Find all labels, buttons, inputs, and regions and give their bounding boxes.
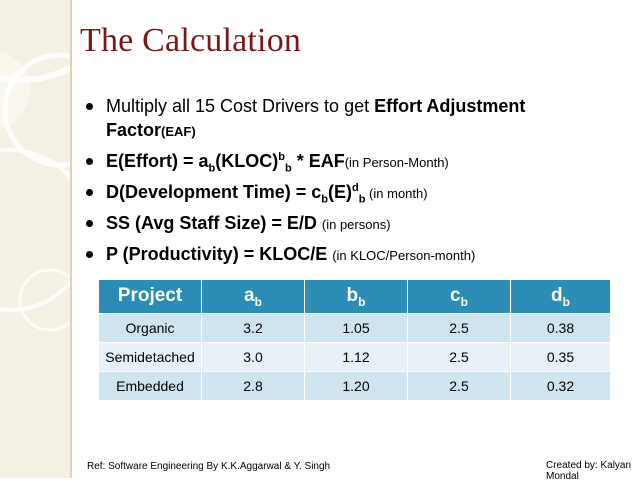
slide-title: The Calculation xyxy=(80,22,302,59)
table-cell: 3.2 xyxy=(201,313,305,343)
table-cell: 2.5 xyxy=(407,342,511,372)
table-cell: 1.05 xyxy=(304,313,408,343)
header-cb: cb xyxy=(407,279,511,314)
table-cell: 1.20 xyxy=(304,371,408,401)
table-cell: 3.0 xyxy=(201,342,305,372)
bullet-development-time-formula: D(Development Time) = cb(E)db (in month) xyxy=(84,180,584,206)
table-cell: 0.32 xyxy=(510,371,611,401)
side-divider xyxy=(70,0,72,478)
table-cell: 2.5 xyxy=(407,313,511,343)
bullet-staff-size-formula: SS (Avg Staff Size) = E/D (in persons) xyxy=(84,211,584,237)
table-cell: 2.8 xyxy=(201,371,305,401)
header-bb: bb xyxy=(304,279,408,314)
table-header-row: Project ab bb cb db xyxy=(98,279,611,314)
table-cell: Embedded xyxy=(98,371,202,401)
table-row: Organic 3.2 1.05 2.5 0.38 xyxy=(98,313,611,343)
table-cell: 1.12 xyxy=(304,342,408,372)
table-cell: 0.35 xyxy=(510,342,611,372)
cocomo-coefficients-table: Project ab bb cb db Organic 3.2 1.05 2.5… xyxy=(98,279,611,401)
footer-reference: Ref: Software Engineering By K.K.Aggarwa… xyxy=(87,461,331,472)
table-cell: 0.38 xyxy=(510,313,611,343)
header-db: db xyxy=(510,279,611,314)
decorative-circles-graphic xyxy=(0,51,70,332)
table-cell: Organic xyxy=(98,313,202,343)
decorative-side-panel xyxy=(0,0,70,478)
table-row: Embedded 2.8 1.20 2.5 0.32 xyxy=(98,371,611,401)
table-cell: Semidetached xyxy=(98,342,202,372)
header-project: Project xyxy=(98,279,202,314)
bullet-eaf: Multiply all 15 Cost Drivers to get Effo… xyxy=(84,94,584,144)
footer-created-by: Created by: Kalyan Mondal xyxy=(546,460,632,482)
bullet-effort-formula: E(Effort) = ab(KLOC)bb * EAF(in Person-M… xyxy=(84,149,584,175)
bullet-productivity-formula: P (Productivity) = KLOC/E (in KLOC/Perso… xyxy=(84,242,584,268)
header-ab: ab xyxy=(201,279,305,314)
table-row: Semidetached 3.0 1.12 2.5 0.35 xyxy=(98,342,611,372)
table-cell: 2.5 xyxy=(407,371,511,401)
bullet-list: Multiply all 15 Cost Drivers to get Effo… xyxy=(84,94,584,273)
